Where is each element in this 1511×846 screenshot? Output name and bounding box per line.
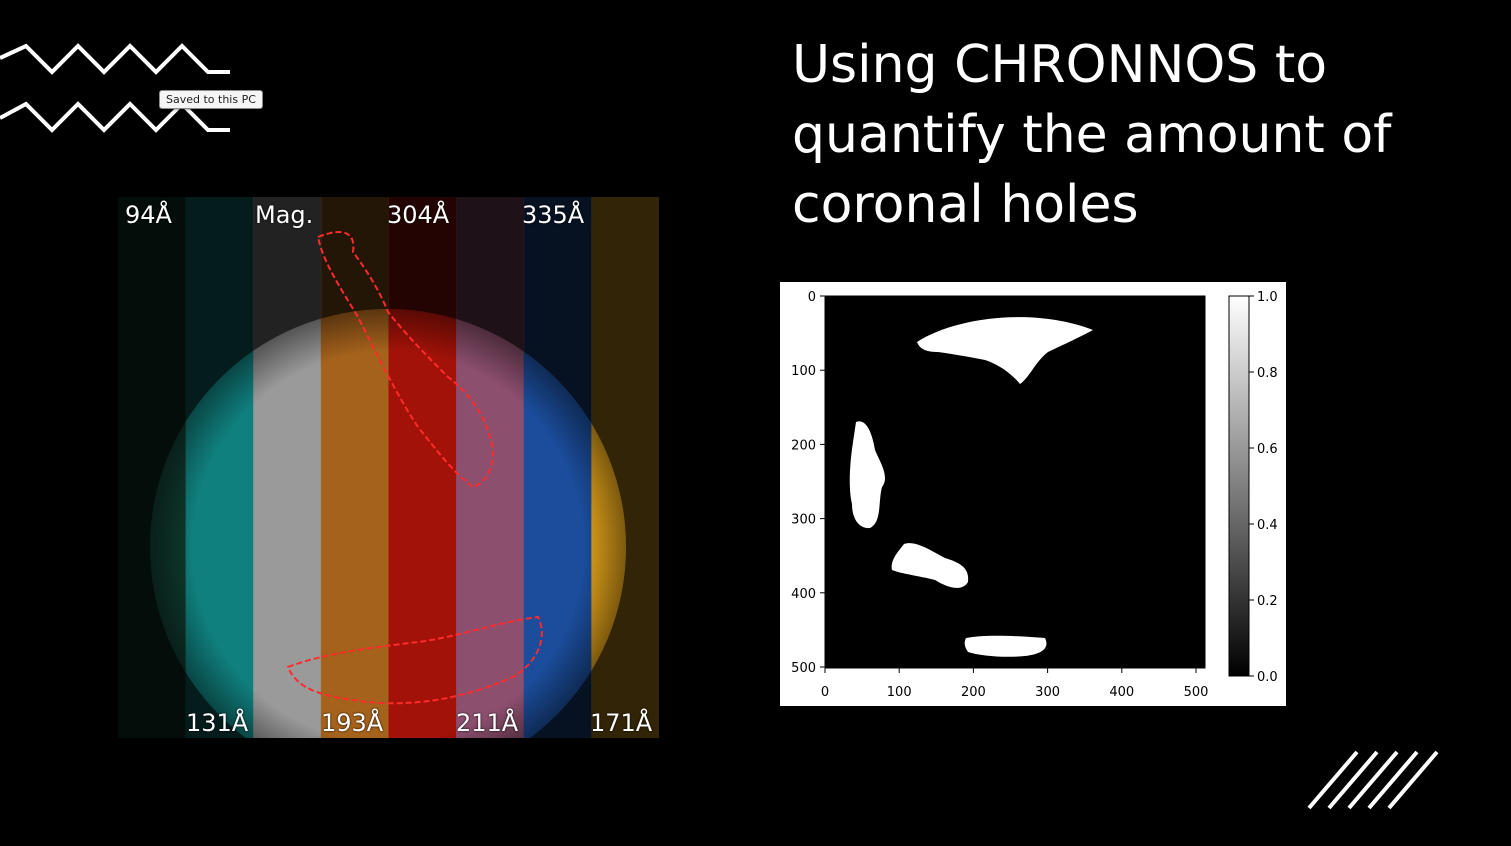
band-label-mag: Mag.	[255, 201, 314, 229]
colorbar-tick-label: 0.0	[1257, 670, 1278, 685]
sun-composite-svg	[118, 197, 659, 738]
band-label-193: 193Å	[321, 709, 384, 737]
title-line-2: quantify the amount of	[792, 105, 1392, 165]
y-tick-label: 200	[791, 438, 816, 453]
band-label-131: 131Å	[186, 709, 249, 737]
x-tick-label: 0	[821, 685, 829, 700]
band-label-171: 171Å	[590, 709, 653, 737]
band-label-211: 211Å	[456, 709, 519, 737]
diagonal-slashes-icon	[1307, 750, 1439, 810]
y-tick-label: 0	[808, 290, 816, 305]
hole-region-south	[964, 635, 1047, 657]
band-label-94: 94Å	[125, 201, 172, 229]
x-tick-label: 100	[887, 685, 912, 700]
y-tick-label: 500	[791, 661, 816, 676]
coronal-hole-boundary-north	[316, 231, 494, 489]
mask-plot-svg: 0 100 200 300 400 500 0 100 200 300 400 500 1.0 0.8…	[791, 290, 1278, 700]
colorbar-tick-label: 0.4	[1257, 518, 1278, 533]
band-label-304: 304Å	[387, 201, 450, 229]
colorbar-tick-label: 0.6	[1257, 442, 1278, 457]
coronal-hole-regions	[849, 317, 1093, 657]
y-axis-ticks: 0 100 200 300 400 500	[791, 290, 825, 676]
hole-region-west	[849, 421, 885, 529]
x-axis-ticks: 0 100 200 300 400 500	[821, 668, 1209, 700]
band-label-335: 335Å	[522, 201, 585, 229]
x-tick-label: 300	[1035, 685, 1060, 700]
colorbar-tick-label: 1.0	[1257, 290, 1278, 305]
saved-tooltip: Saved to this PC	[159, 90, 263, 109]
colorbar-tick-label: 0.8	[1257, 366, 1278, 381]
x-tick-label: 500	[1184, 685, 1209, 700]
colorbar	[1228, 295, 1250, 677]
y-tick-label: 300	[791, 513, 816, 528]
y-tick-label: 400	[791, 587, 816, 602]
y-tick-label: 100	[791, 364, 816, 379]
aia-composite-image: 94Å Mag. 304Å 335Å 131Å 193Å 211Å 171Å	[118, 197, 659, 738]
colorbar-ticks: 1.0 0.8 0.6 0.4 0.2 0.0	[1249, 290, 1278, 685]
coronal-hole-boundary-south	[286, 615, 543, 705]
x-tick-label: 200	[961, 685, 986, 700]
coronal-hole-mask-plot: 0 100 200 300 400 500 0 100 200 300 400 500 1.0 0.8…	[780, 282, 1286, 706]
colorbar-tick-label: 0.2	[1257, 594, 1278, 609]
zigzag-lines-icon	[0, 43, 230, 133]
hole-region-central	[891, 543, 969, 588]
hole-region-north	[917, 317, 1093, 384]
title-line-3: coronal holes	[792, 175, 1139, 235]
title-line-1: Using CHRONNOS to	[792, 35, 1328, 95]
x-tick-label: 400	[1109, 685, 1134, 700]
page-title: Using CHRONNOS to quantify the amount of…	[792, 30, 1452, 240]
limb-darkening	[150, 309, 626, 738]
